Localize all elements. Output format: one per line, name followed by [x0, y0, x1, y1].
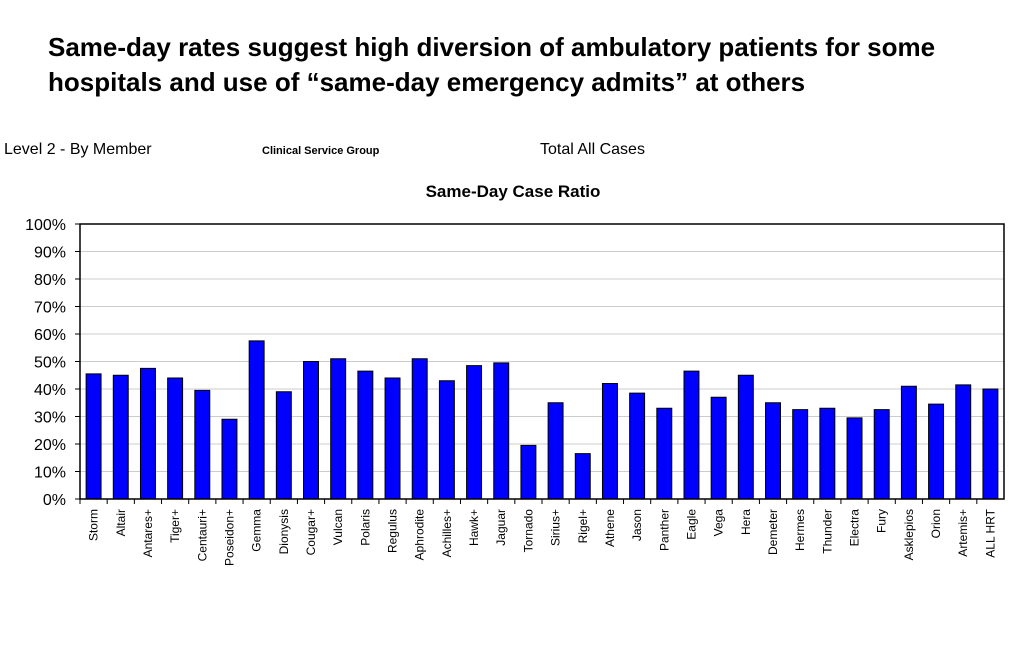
x-tick-label: Rigel+	[576, 509, 590, 543]
group-label: Clinical Service Group	[262, 145, 380, 157]
bar-tornado	[520, 444, 537, 500]
cases-label: Total All Cases	[540, 141, 645, 158]
bar-tiger-	[167, 377, 184, 500]
x-tick-label: Tiger+	[168, 509, 182, 543]
bar-all-hrt	[982, 388, 999, 500]
x-tick-label: ALL HRT	[983, 508, 997, 557]
x-tick-label: Vega	[712, 509, 726, 537]
x-tick-label: Thunder	[820, 509, 834, 554]
y-tick-label: 40%	[34, 382, 66, 399]
x-tick-label: Orion	[929, 509, 943, 538]
x-tick-label: Fury	[875, 509, 889, 533]
y-tick-label: 80%	[34, 272, 66, 289]
bar-asklepios	[900, 385, 917, 500]
page-title: Same-day rates suggest high diversion of…	[48, 32, 936, 97]
x-tick-label: Demeter	[766, 509, 780, 555]
bar-artemis-	[955, 384, 972, 500]
bar-electra	[846, 417, 863, 500]
x-tick-label: Asklepios	[902, 509, 916, 560]
y-tick-label: 100%	[25, 217, 66, 234]
bar-antares-	[139, 367, 156, 500]
x-tick-label: Athene	[603, 509, 617, 547]
x-tick-label: Panther	[657, 509, 671, 551]
x-tick-label: Antares+	[141, 509, 155, 557]
x-tick-label: Achilles+	[440, 509, 454, 557]
bar-polaris	[357, 370, 374, 500]
x-tick-label: Centauri+	[195, 509, 209, 561]
y-tick-label: 20%	[34, 437, 66, 454]
bar-jason	[629, 392, 646, 500]
x-tick-label: Storm	[87, 509, 101, 541]
x-tick-label: Electra	[848, 509, 862, 547]
x-tick-label: Eagle	[684, 509, 698, 540]
bar-demeter	[765, 402, 781, 500]
bar-eagle	[683, 370, 700, 500]
bar-poseidon-	[221, 418, 238, 500]
bar-orion	[928, 403, 945, 500]
bar-hera	[737, 374, 754, 500]
bar-hermes	[792, 409, 809, 500]
x-tick-label: Jaguar	[494, 509, 508, 546]
x-tick-label: Artemis+	[956, 509, 970, 557]
bar-thunder	[819, 407, 836, 500]
bar-cougar-	[303, 361, 319, 500]
x-tick-label: Poseidon+	[222, 509, 236, 566]
y-tick-label: 30%	[34, 410, 66, 427]
chart-title: Same-Day Case Ratio	[426, 182, 601, 201]
bar-dionysis	[275, 391, 292, 500]
x-tick-label: Polaris	[358, 509, 372, 546]
x-tick-label: Altair	[114, 509, 128, 536]
bar-vega	[710, 396, 727, 500]
bar-fury	[873, 409, 890, 500]
bar-panther	[656, 407, 673, 500]
y-tick-label: 0%	[43, 492, 66, 509]
bar-jaguar	[493, 362, 510, 500]
bar-athene	[601, 383, 618, 500]
x-tick-label: Jason	[630, 509, 644, 541]
same-day-ratio-chart: Same-Day Case Ratio 0% 10% 20% 30% 40% 50% 60%…	[25, 182, 1005, 566]
x-tick-label: Regulus	[386, 509, 400, 553]
x-tick-label: Cougar+	[304, 509, 318, 555]
y-tick-label: 60%	[34, 327, 66, 344]
x-tick-label: Sirius+	[549, 509, 563, 546]
level-label: Level 2 - By Member	[4, 141, 152, 158]
bar-aphrodite	[411, 358, 428, 500]
bar-hawk-	[466, 365, 483, 500]
bar-centauri-	[194, 389, 211, 500]
y-tick-label: 10%	[34, 465, 66, 482]
y-tick-label: 90%	[34, 245, 66, 262]
y-tick-label: 70%	[34, 300, 66, 317]
bar-storm	[85, 373, 102, 500]
x-tick-label: Hermes	[793, 509, 807, 551]
y-tick-label: 50%	[34, 355, 66, 372]
bar-regulus	[384, 377, 401, 500]
bar-achilles-	[438, 380, 455, 500]
x-tick-label: Gemma	[250, 509, 264, 552]
x-tick-label: Tornado	[521, 509, 535, 553]
bar-vulcan	[330, 358, 347, 500]
x-tick-label: Hawk+	[467, 509, 481, 546]
x-tick-label: Aphrodite	[413, 509, 427, 561]
x-tick-label: Dionysis	[277, 509, 291, 554]
x-tick-label: Hera	[739, 509, 753, 535]
bar-altair	[112, 374, 129, 500]
bar-sirius-	[547, 402, 564, 500]
bar-rigel-	[574, 453, 591, 500]
x-tick-label: Vulcan	[331, 509, 345, 545]
bar-gemma	[248, 340, 265, 500]
